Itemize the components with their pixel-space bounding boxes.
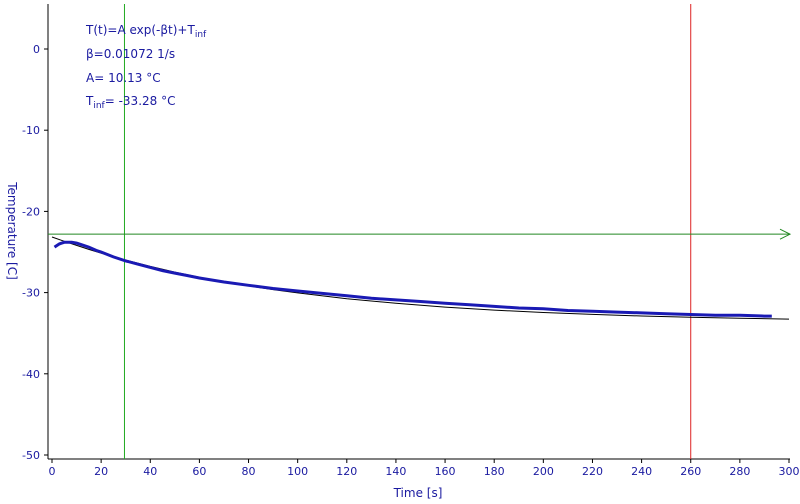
x-tick-label: 180	[484, 465, 505, 478]
y-tick-label: -10	[22, 124, 40, 137]
x-tick-label: 200	[533, 465, 554, 478]
x-tick-label: 300	[779, 465, 800, 478]
x-tick-label: 20	[94, 465, 108, 478]
y-tick-label: -30	[22, 287, 40, 300]
amplitude-value: A= 10.13 °C	[86, 71, 161, 85]
x-tick-label: 140	[385, 465, 406, 478]
fit-curve-line	[51, 236, 790, 320]
y-tick-label: -40	[22, 368, 40, 381]
x-tick-label: 260	[680, 465, 701, 478]
y-axis-ticks: 0 -10 -20 -30 -40 -50	[22, 43, 48, 462]
x-tick-label: 0	[49, 465, 56, 478]
x-tick-label: 240	[631, 465, 652, 478]
x-tick-label: 280	[729, 465, 750, 478]
x-tick-label: 220	[582, 465, 603, 478]
x-tick-label: 80	[242, 465, 256, 478]
x-tick-label: 40	[143, 465, 157, 478]
tinf-value: Tinf= -33.28 °C	[85, 94, 175, 111]
beta-value: β=0.01072 1/s	[86, 47, 175, 61]
x-tick-label: 100	[287, 465, 308, 478]
model-equation: T(t)=A exp(-βt)+Tinf	[85, 23, 207, 40]
x-tick-label: 120	[336, 465, 357, 478]
horizontal-line-arrow-icon	[779, 228, 792, 240]
x-axis-title: Time [s]	[393, 486, 443, 500]
y-tick-label: -50	[22, 449, 40, 462]
y-tick-label: -20	[22, 205, 40, 218]
x-tick-label: 60	[192, 465, 206, 478]
y-tick-label: 0	[33, 43, 40, 56]
x-tick-label: 160	[435, 465, 456, 478]
measured-data-line	[53, 240, 772, 318]
x-axis-ticks: 0 20 40 60 80 100 120 140 160 180 200 220 240 260 280 3…	[49, 459, 800, 478]
y-axis-title: Temperature [C]	[5, 181, 19, 280]
